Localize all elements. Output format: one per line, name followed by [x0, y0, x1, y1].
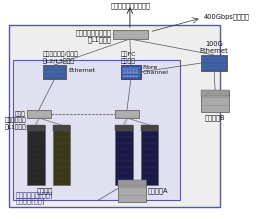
- Bar: [13, 60, 180, 200]
- Text: コンテナB: コンテナB: [205, 114, 225, 121]
- Bar: [141, 125, 158, 185]
- Text: ストレージ群: ストレージ群: [119, 187, 143, 194]
- Bar: [27, 125, 45, 131]
- Text: 集約スイッチ/ルータ
（L2/L3多重）: 集約スイッチ/ルータ （L2/L3多重）: [43, 52, 79, 64]
- Bar: [201, 90, 229, 95]
- Text: 100G
Ethernet: 100G Ethernet: [200, 41, 228, 54]
- Bar: [115, 125, 133, 185]
- Bar: [118, 180, 146, 185]
- Text: コンテナ[内部]: コンテナ[内部]: [15, 197, 45, 204]
- Text: データセンタ[内部]: データセンタ[内部]: [15, 191, 53, 198]
- Bar: [121, 65, 141, 79]
- Text: コンテナA: コンテナA: [147, 188, 168, 194]
- Text: 400Gbps級光伝送: 400Gbps級光伝送: [203, 14, 249, 20]
- Bar: [141, 125, 158, 131]
- Bar: [115, 110, 139, 118]
- Bar: [201, 90, 229, 112]
- Bar: [27, 110, 50, 118]
- Text: サーバ群: サーバ群: [37, 187, 53, 194]
- Text: Ethernet: Ethernet: [68, 67, 95, 72]
- Bar: [118, 180, 146, 202]
- Text: ポート
エキスパンダ
（L1多重）: ポート エキスパンダ （L1多重）: [4, 111, 26, 130]
- Bar: [113, 30, 147, 39]
- Text: ポートエキスパンダ
（L1多重）: ポートエキスパンダ （L1多重）: [75, 29, 111, 43]
- Bar: [52, 125, 70, 131]
- Bar: [27, 125, 45, 185]
- Text: Fibre
Channel: Fibre Channel: [143, 65, 168, 75]
- Bar: [201, 55, 227, 71]
- Bar: [43, 65, 66, 79]
- Bar: [115, 125, 133, 131]
- Text: 集約FC
スイッチ: 集約FC スイッチ: [121, 52, 137, 64]
- Bar: [52, 125, 70, 185]
- Text: 他拠点データセンタへ: 他拠点データセンタへ: [111, 2, 151, 9]
- Bar: [9, 25, 220, 207]
